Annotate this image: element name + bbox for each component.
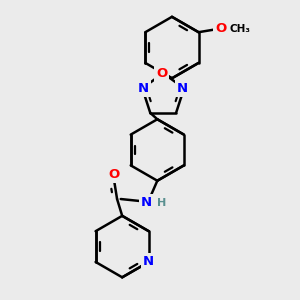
Text: O: O bbox=[156, 67, 167, 80]
Text: H: H bbox=[157, 198, 166, 208]
Text: N: N bbox=[138, 82, 149, 95]
Text: O: O bbox=[215, 22, 226, 35]
Text: O: O bbox=[109, 168, 120, 182]
Text: N: N bbox=[141, 196, 152, 209]
Text: N: N bbox=[177, 82, 188, 95]
Text: N: N bbox=[143, 256, 154, 268]
Text: CH₃: CH₃ bbox=[230, 23, 251, 34]
